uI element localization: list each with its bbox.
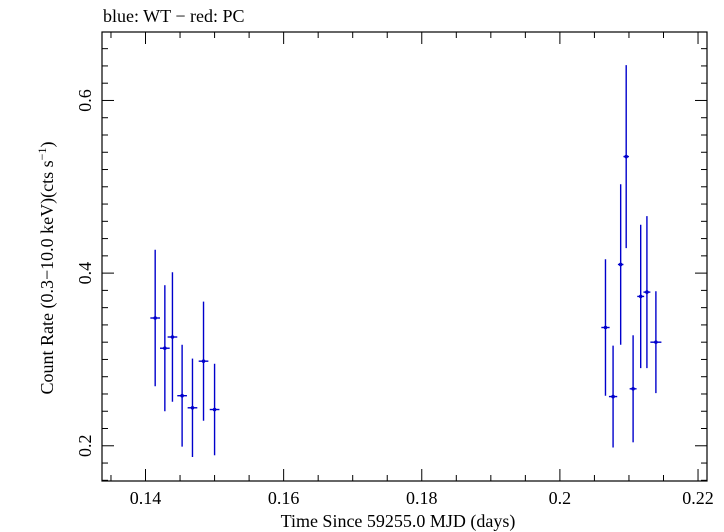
point-marker — [212, 407, 217, 412]
x-tick-labels: 0.14 0.16 0.18 0.2 0.22 — [130, 488, 714, 508]
point-marker — [190, 405, 195, 410]
point-marker — [645, 290, 649, 294]
data-point — [650, 291, 662, 394]
data-point — [150, 249, 161, 387]
data-point — [629, 335, 637, 443]
data-point — [608, 345, 618, 448]
point-marker — [603, 325, 608, 330]
y-axis-label-main: Count Rate (0.3−10.0 keV)(cts s — [37, 160, 58, 394]
x-tick-label: 0.22 — [682, 488, 714, 508]
point-marker — [654, 340, 658, 344]
data-point — [617, 184, 624, 345]
point-marker — [631, 387, 635, 391]
y-axis-label-close: ) — [37, 142, 58, 148]
point-marker — [170, 335, 175, 339]
x-tick-label: 0.14 — [130, 488, 162, 508]
y-tick-label: 0.2 — [75, 435, 95, 458]
data-point — [187, 358, 198, 458]
data-point — [623, 65, 629, 249]
y-tick-label: 0.6 — [75, 89, 95, 112]
data-point — [198, 301, 209, 421]
y-axis-label-exponent: −1 — [35, 148, 49, 161]
x-tick-label: 0.16 — [268, 488, 300, 508]
point-marker — [180, 393, 184, 398]
point-marker — [611, 394, 615, 399]
data-point — [177, 344, 187, 447]
data-points — [150, 65, 662, 458]
point-marker — [163, 346, 167, 351]
point-marker — [618, 262, 623, 267]
chart-title: blue: WT − red: PC — [103, 6, 244, 26]
y-tick-label: 0.4 — [75, 262, 95, 285]
data-point — [160, 285, 170, 412]
data-point — [643, 216, 651, 369]
data-point — [167, 272, 178, 402]
data-point — [601, 259, 610, 396]
point-marker — [638, 294, 643, 299]
x-tick-label: 0.18 — [406, 488, 438, 508]
point-marker — [201, 359, 206, 363]
axis-ticks — [102, 32, 707, 481]
y-tick-labels: 0.2 0.4 0.6 — [75, 89, 95, 457]
y-axis-label: Count Rate (0.3−10.0 keV)(cts s−1) — [35, 142, 58, 395]
point-marker — [153, 316, 157, 320]
plot-frame — [101, 31, 708, 482]
x-tick-label: 0.2 — [549, 488, 572, 508]
data-point — [209, 363, 220, 456]
data-point — [637, 224, 645, 369]
x-axis-label: Time Since 59255.0 MJD (days) — [281, 511, 516, 532]
point-marker — [624, 154, 628, 159]
